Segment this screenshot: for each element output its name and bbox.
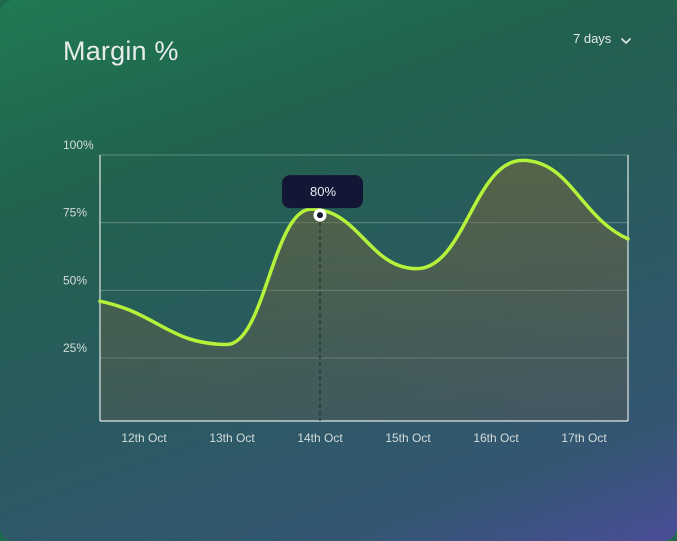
- chevron-down-icon: [621, 32, 632, 50]
- range-dropdown-label: 7 days: [573, 30, 612, 46]
- y-tick-label: 75%: [63, 206, 87, 220]
- x-tick-label: 17th Oct: [561, 431, 607, 445]
- x-tick-label: 16th Oct: [473, 431, 519, 445]
- x-tick-label: 13th Oct: [209, 431, 255, 445]
- tooltip-label: 80%: [310, 184, 336, 199]
- y-tick-label: 100%: [63, 138, 94, 152]
- x-tick-label: 15th Oct: [385, 431, 431, 445]
- y-tick-label: 50%: [63, 273, 87, 287]
- x-tick-label: 12th Oct: [121, 431, 167, 445]
- series-line: [98, 158, 630, 347]
- highlight-point-core: [317, 212, 323, 219]
- tooltip: [282, 175, 363, 209]
- x-tick-label: 14th Oct: [297, 431, 343, 445]
- area-fill: [100, 160, 628, 421]
- y-tick-label: 25%: [63, 341, 87, 355]
- card-title: Margin %: [63, 36, 179, 66]
- range-dropdown[interactable]: 7 days: [573, 26, 632, 50]
